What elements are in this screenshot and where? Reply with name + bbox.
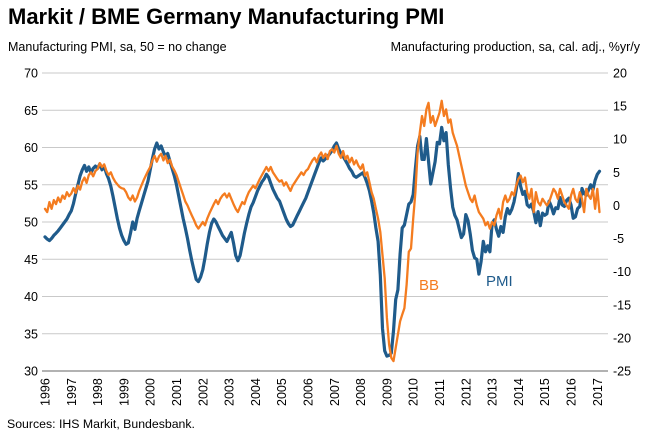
x-axis-tick-label: 2001 [170, 378, 184, 406]
left-axis-tick-label: 30 [24, 365, 38, 379]
x-axis-tick-label: 1996 [39, 378, 53, 406]
x-axis-tick-label: 2005 [275, 378, 289, 406]
x-axis-tick-label: 2011 [433, 379, 447, 406]
x-axis-tick-label: 1997 [65, 378, 79, 406]
source-note: Sources: IHS Markit, Bundesbank. [7, 417, 195, 431]
right-axis-tick-label: 0 [613, 199, 620, 213]
x-axis-tick-label: 2007 [328, 378, 342, 406]
left-axis-tick-label: 55 [24, 178, 38, 192]
pmi-series-line [43, 125, 602, 358]
x-axis-tick-label: 2002 [196, 378, 210, 406]
right-axis-title: Manufacturing production, sa, cal. adj.,… [390, 40, 640, 54]
chart-title: Markit / BME Germany Manufacturing PMI [8, 4, 445, 29]
x-axis-tick-label: 2014 [512, 378, 526, 406]
x-axis-tick-label: 2012 [459, 378, 473, 406]
bb-series-line [43, 99, 601, 363]
left-axis-tick-label: 45 [24, 253, 38, 267]
right-axis-tick-label: 20 [613, 67, 627, 81]
x-axis-tick-label: 2017 [591, 378, 605, 406]
left-axis-title: Manufacturing PMI, sa, 50 = no change [8, 40, 227, 54]
right-axis-tick-label: -10 [613, 265, 631, 279]
right-axis-tick-label: -15 [613, 298, 631, 312]
x-axis-tick-label: 1998 [91, 378, 105, 406]
x-axis-tick-label: 2006 [302, 378, 316, 406]
x-axis-tick-label: 2010 [407, 378, 421, 406]
right-axis-tick-label: 10 [613, 133, 627, 147]
x-axis-tick-label: 2004 [249, 378, 263, 406]
bb-series-label: BB [419, 277, 440, 294]
x-axis-tick-label: 1999 [117, 378, 131, 406]
left-axis-tick-label: 70 [24, 67, 38, 81]
x-axis-tick-label: 2013 [486, 378, 500, 406]
x-axis-tick-label: 2000 [144, 378, 158, 406]
right-axis-tick-label: -20 [613, 331, 631, 345]
left-axis-tick-label: 60 [24, 141, 38, 155]
right-axis-tick-label: -5 [613, 232, 624, 246]
x-axis-tick-label: 2016 [565, 378, 579, 406]
right-axis-tick-label: 5 [613, 166, 620, 180]
x-axis-tick-label: 2015 [538, 378, 552, 406]
x-axis-tick-label: 2003 [223, 378, 237, 406]
right-axis-tick-label: 15 [613, 100, 627, 114]
left-axis-tick-label: 40 [24, 290, 38, 304]
pmi-series-label: PMI [486, 273, 513, 290]
left-axis-tick-label: 65 [24, 104, 38, 118]
left-axis-tick-label: 35 [24, 327, 38, 341]
x-axis-tick-label: 2009 [380, 378, 394, 406]
left-axis-tick-label: 50 [24, 216, 38, 230]
right-axis-tick-label: -25 [613, 365, 631, 379]
x-axis-tick-label: 2008 [354, 378, 368, 406]
